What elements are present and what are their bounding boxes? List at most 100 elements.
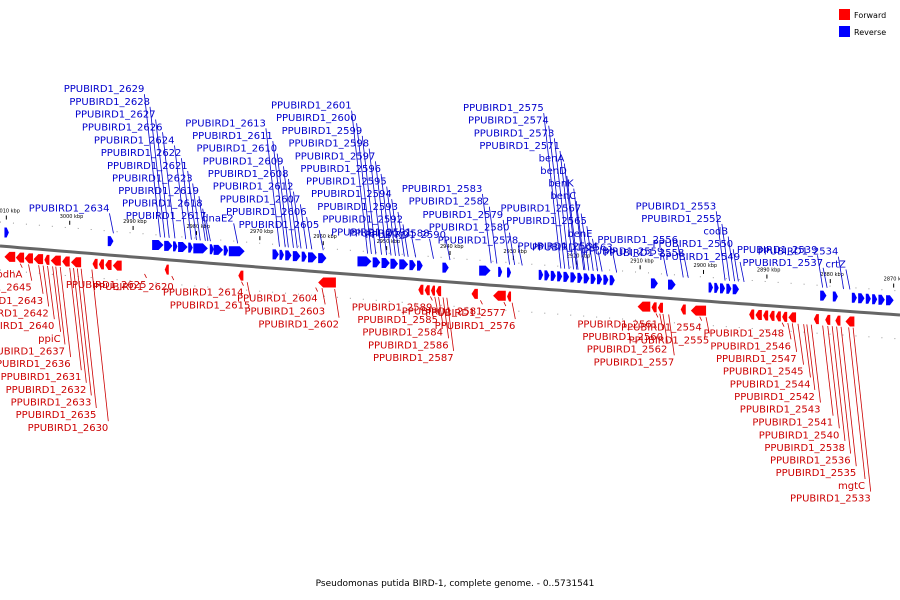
gene-leader-line — [831, 326, 846, 441]
gene-leader-line — [299, 204, 308, 249]
gene-leader-line — [361, 135, 377, 255]
genome-baseline — [0, 244, 900, 317]
gene-leader-line — [791, 323, 798, 353]
reverse-gene-arrow — [668, 279, 676, 290]
gene-leader-line — [192, 183, 201, 241]
gene-leader-line — [739, 261, 745, 282]
reverse-gene-arrow — [292, 251, 301, 262]
forward-gene-label: PPUBIRD1_2587 — [373, 353, 454, 364]
gene-leader-line — [655, 313, 659, 318]
reverse-gene-arrow — [886, 295, 894, 306]
reverse-gene-arrow — [832, 291, 838, 302]
gene-leader-line — [659, 313, 664, 331]
reverse-gene-arrow — [650, 278, 658, 289]
forward-gene-label: PPUBIRD1_2586 — [368, 340, 449, 351]
reverse-gene-label: PPUBIRD1_2605 — [239, 220, 320, 231]
reverse-gene-label: PPUBIRD1_2609 — [203, 156, 284, 167]
gene-leader-line — [155, 119, 170, 238]
reverse-gene-label: PPUBIRD1_2629 — [64, 84, 145, 95]
forward-gene-label: PPUBIRD1_2620 — [93, 282, 174, 293]
reverse-gene-label: PPUBIRD1_2578 — [438, 236, 519, 247]
forward-gene-label: PPUBIRD1_2636 — [0, 359, 71, 370]
reverse-gene-label: PPUBIRD1_2610 — [197, 144, 278, 155]
reverse-gene-label: PPUBIRD1_2591 — [331, 227, 412, 238]
reverse-gene-arrow — [858, 293, 865, 304]
gene-leader-line — [580, 213, 590, 271]
reverse-gene-label: PPUBIRD1_2627 — [75, 109, 156, 120]
gene-leader-line — [28, 264, 33, 281]
forward-gene-arrow — [436, 286, 442, 297]
reverse-gene-label: PPUBIRD1_2573 — [474, 128, 555, 139]
gene-leader-line — [732, 249, 739, 282]
reverse-gene-arrow — [272, 249, 279, 260]
gene-leader-line — [380, 173, 392, 256]
reverse-gene-arrow — [279, 249, 284, 260]
forward-gene-label: PPUBIRD1_2555 — [629, 335, 710, 346]
forward-gene-label: PPUBIRD1_2535 — [776, 468, 857, 479]
gene-leader-line — [171, 275, 175, 281]
gene-leader-line — [503, 301, 507, 307]
forward-gene-arrow — [4, 251, 16, 262]
reverse-gene-label: PPUBIRD1_2613 — [185, 118, 266, 129]
reverse-gene-label: PPUBIRD1_2559 — [583, 246, 664, 257]
forward-gene-arrow — [788, 312, 797, 323]
gene-leader-line — [265, 128, 280, 247]
gene-leader-line — [488, 206, 498, 264]
reverse-gene-label: PPUBIRD1_2597 — [295, 151, 376, 162]
forward-gene-arrow — [637, 301, 651, 312]
gene-leader-line — [293, 191, 302, 249]
gene-leader-line — [517, 245, 523, 266]
tick-label: 2870 kbp — [884, 277, 900, 283]
reverse-gene-arrow — [577, 272, 583, 283]
gene-leader-line — [356, 123, 372, 254]
forward-gene-arrow — [763, 310, 769, 321]
reverse-gene-label: PPUBIRD1_2606 — [226, 207, 307, 218]
tick-label: 2910 kbp — [630, 258, 654, 264]
reverse-gene-arrow — [708, 282, 714, 293]
forward-gene-arrow — [418, 284, 424, 295]
reverse-gene-label: PPUBIRD1_2588 — [349, 229, 430, 240]
gene-leader-line — [573, 188, 585, 271]
gene-leader-line — [174, 145, 187, 240]
gene-leader-line — [575, 200, 586, 271]
gene-leader-line — [19, 263, 23, 268]
reverse-gene-label: PPUBIRD1_2619 — [118, 186, 199, 197]
tick-label: 2900 kbp — [694, 263, 718, 269]
gene-leader-line — [803, 324, 811, 378]
forward-gene-label: bdhA — [0, 270, 22, 281]
forward-gene-arrow — [50, 255, 61, 266]
gene-leader-line — [306, 216, 313, 250]
tick-label: 3010 kbp — [0, 209, 20, 215]
gene-leader-line — [202, 208, 209, 242]
legend-forward-label: Forward — [854, 11, 886, 20]
forward-gene-label: PPUBIRD1_2544 — [730, 379, 811, 390]
gene-features — [4, 227, 894, 327]
reverse-gene-label: benK — [548, 179, 574, 190]
gene-leader-line — [283, 166, 294, 248]
reverse-gene-arrow — [152, 239, 164, 250]
reverse-gene-label: PPUBIRD1_2564 — [517, 241, 598, 252]
tick-label: 2880 kbp — [820, 272, 844, 278]
reverse-gene-label: PPUBIRD1_2537 — [742, 258, 823, 269]
reverse-gene-label: PPUBIRD1_2634 — [29, 203, 110, 214]
gene-leader-line — [592, 238, 599, 272]
reverse-gene-arrow — [538, 269, 544, 280]
reverse-gene-arrow — [498, 266, 503, 277]
reverse-gene-label: PPUBIRD1_2595 — [306, 177, 387, 188]
reverse-gene-arrow — [399, 259, 409, 270]
reverse-gene-arrow — [583, 273, 590, 284]
forward-gene-label: PPUBIRD1_2615 — [170, 300, 251, 311]
forward-gene-label: PPUBIRD1_2562 — [587, 345, 668, 356]
gene-leader-line — [276, 153, 289, 248]
forward-gene-arrow — [813, 314, 819, 325]
reverse-gene-arrow — [164, 240, 173, 251]
gene-leader-line — [162, 132, 176, 239]
gene-leader-line — [55, 266, 66, 345]
forward-gene-label: PPUBIRD1_2561 — [577, 319, 658, 330]
gene-leader-line — [402, 224, 409, 257]
gene-leader-line — [351, 110, 369, 254]
reverse-gene-label: PPUBIRD1_2582 — [409, 197, 490, 208]
gene-leader-line — [837, 256, 844, 290]
reverse-gene-arrow — [878, 294, 885, 305]
reverse-gene-arrow — [714, 282, 719, 293]
